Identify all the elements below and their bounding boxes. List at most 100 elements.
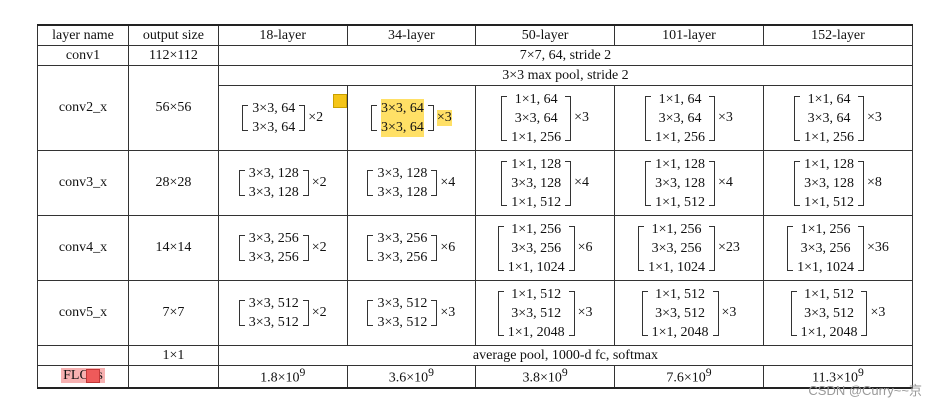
block-line: 3×3, 64	[807, 110, 851, 126]
block-multiplier: ×2	[311, 175, 327, 190]
right-bracket	[709, 225, 715, 271]
block-spec: 1×1, 64 3×3, 64 1×1, 256 ×3	[501, 90, 589, 147]
block-line: 1×1, 512	[655, 194, 705, 210]
block-line: 1×1, 1024	[648, 259, 705, 275]
block-lines: 3×3, 64 3×3, 64	[380, 99, 424, 137]
block-line: 3×3, 128	[804, 175, 854, 191]
conv3-size: 28×28	[127, 150, 219, 216]
right-bracket	[709, 95, 715, 141]
flops-value: 11.3×109	[762, 364, 914, 389]
flops-base: 3.8×10	[522, 370, 562, 386]
conv1-row: conv1 112×112 7×7, 64, stride 2	[37, 45, 914, 66]
conv1-desc: 7×7, 64, stride 2	[217, 45, 914, 66]
block-multiplier: ×8	[866, 175, 882, 190]
block-line: 3×3, 256	[511, 240, 562, 256]
block-line: 1×1, 64	[658, 91, 702, 107]
flops-exp: 9	[705, 366, 712, 379]
conv4-row: conv4_x 14×14 3×3, 256 3×3, 256 ×2 3×3, 25…	[37, 215, 914, 281]
right-bracket	[861, 290, 868, 336]
block-line: 3×3, 128	[377, 185, 428, 200]
conv2-size: 56×56	[127, 65, 219, 151]
left-bracket	[238, 235, 245, 261]
block-spec: 1×1, 64 3×3, 64 1×1, 256 ×3	[794, 90, 882, 147]
block-line: 1×1, 64	[514, 91, 558, 107]
right-bracket	[568, 290, 575, 336]
block-multiplier: ×2	[311, 305, 327, 320]
block-spec: 1×1, 256 3×3, 256 1×1, 1024 ×6	[497, 220, 593, 277]
maxpool-row: conv2_x 56×56 3×3 max pool, stride 2	[37, 65, 914, 151]
block-line: 1×1, 2048	[651, 324, 709, 340]
block-line: 1×1, 256	[511, 221, 562, 237]
block-line: 3×3, 256	[248, 250, 299, 265]
right-bracket	[431, 300, 438, 326]
block-line: 3×3, 128	[655, 175, 705, 191]
block-cell: 1×1, 128 3×3, 128 1×1, 512 ×4	[614, 150, 764, 216]
conv2-name: conv2_x	[37, 65, 129, 151]
block-cell: 3×3, 64 3×3, 64 ×2	[217, 85, 348, 151]
block-line: 3×3, 128	[377, 166, 428, 181]
block-line: 1×1, 1024	[797, 259, 854, 275]
avgpool-name	[37, 345, 129, 366]
flops-value: 3.6×109	[346, 364, 477, 389]
block-line: 1×1, 128	[804, 156, 854, 172]
block-line: 3×3, 128	[248, 166, 299, 181]
block-spec: 1×1, 256 3×3, 256 1×1, 1024 ×36	[787, 220, 889, 277]
block-lines: 1×1, 512 3×3, 512 1×1, 2048	[508, 285, 565, 342]
right-bracket	[857, 225, 864, 271]
flops-exp: 9	[858, 366, 864, 379]
block-line: 1×1, 512	[804, 286, 854, 302]
block-line: 3×3, 512	[248, 315, 299, 330]
block-lines: 1×1, 64 3×3, 64 1×1, 256	[655, 90, 705, 147]
conv4-name: conv4_x	[37, 215, 129, 281]
left-bracket	[645, 95, 652, 141]
left-bracket	[794, 95, 801, 141]
block-line: 3×3, 64	[380, 118, 424, 137]
block-multiplier: ×3	[866, 110, 882, 125]
block-line: 3×3, 512	[511, 305, 562, 321]
block-multiplier: ×3	[721, 305, 737, 320]
block-cell: 1×1, 64 3×3, 64 1×1, 256 ×3	[614, 85, 764, 151]
block-lines: 3×3, 128 3×3, 128	[249, 164, 299, 202]
flops-base: 3.6×10	[388, 370, 429, 386]
block-line: 3×3, 256	[800, 240, 851, 256]
header-row: layer name output size 18-layer 34-layer…	[37, 24, 914, 46]
block-line: 1×1, 512	[804, 194, 854, 210]
conv2-row: 3×3, 64 3×3, 64 ×2 3×3, 64 3×3, 64 ×3 1×1, 6…	[38, 85, 914, 151]
left-bracket	[794, 160, 801, 206]
block-cell: 1×1, 256 3×3, 256 1×1, 1024 ×6	[475, 215, 616, 281]
flops-value: 1.8×109	[217, 364, 348, 389]
block-line: 1×1, 128	[655, 156, 705, 172]
block-spec: 1×1, 512 3×3, 512 1×1, 2048 ×3	[790, 285, 885, 342]
block-multiplier: ×2	[308, 110, 324, 125]
block-multiplier: ×3	[436, 110, 452, 126]
header-18-layer: 18-layer	[217, 24, 348, 46]
block-line: 3×3, 64	[514, 110, 558, 126]
block-line: 1×1, 512	[655, 286, 705, 302]
block-lines: 1×1, 128 3×3, 128 1×1, 512	[804, 155, 854, 212]
block-spec: 3×3, 128 3×3, 128 ×2	[238, 164, 327, 202]
conv5-size: 7×7	[127, 280, 219, 346]
block-line: 1×1, 256	[804, 129, 854, 145]
right-bracket	[302, 235, 309, 261]
block-cell-highlighted: 3×3, 64 3×3, 64 ×3	[346, 85, 477, 151]
flops-value: 7.6×109	[614, 364, 764, 389]
left-bracket	[367, 300, 374, 326]
conv1-size: 112×112	[127, 45, 219, 66]
block-multiplier: ×2	[311, 240, 327, 255]
block-line: 1×1, 256	[800, 221, 851, 237]
block-multiplier: ×3	[577, 305, 593, 320]
block-line: 3×3, 512	[377, 315, 428, 330]
note-annotation-icon[interactable]	[333, 94, 347, 108]
right-bracket	[565, 95, 572, 141]
block-cell: 3×3, 512 3×3, 512 ×3	[346, 280, 477, 346]
right-bracket	[431, 170, 438, 196]
block-spec: 1×1, 512 3×3, 512 1×1, 2048 ×3	[641, 285, 737, 342]
note-annotation-icon[interactable]	[86, 369, 100, 383]
left-bracket	[242, 105, 249, 131]
block-line: 3×3, 512	[804, 305, 854, 321]
block-line: 1×1, 2048	[800, 324, 858, 340]
block-lines: 1×1, 64 3×3, 64 1×1, 256	[511, 90, 561, 147]
block-spec: 3×3, 64 3×3, 64 ×2	[242, 99, 323, 137]
block-multiplier: ×4	[718, 175, 733, 190]
flops-label-cell: FLOPs	[37, 364, 129, 389]
